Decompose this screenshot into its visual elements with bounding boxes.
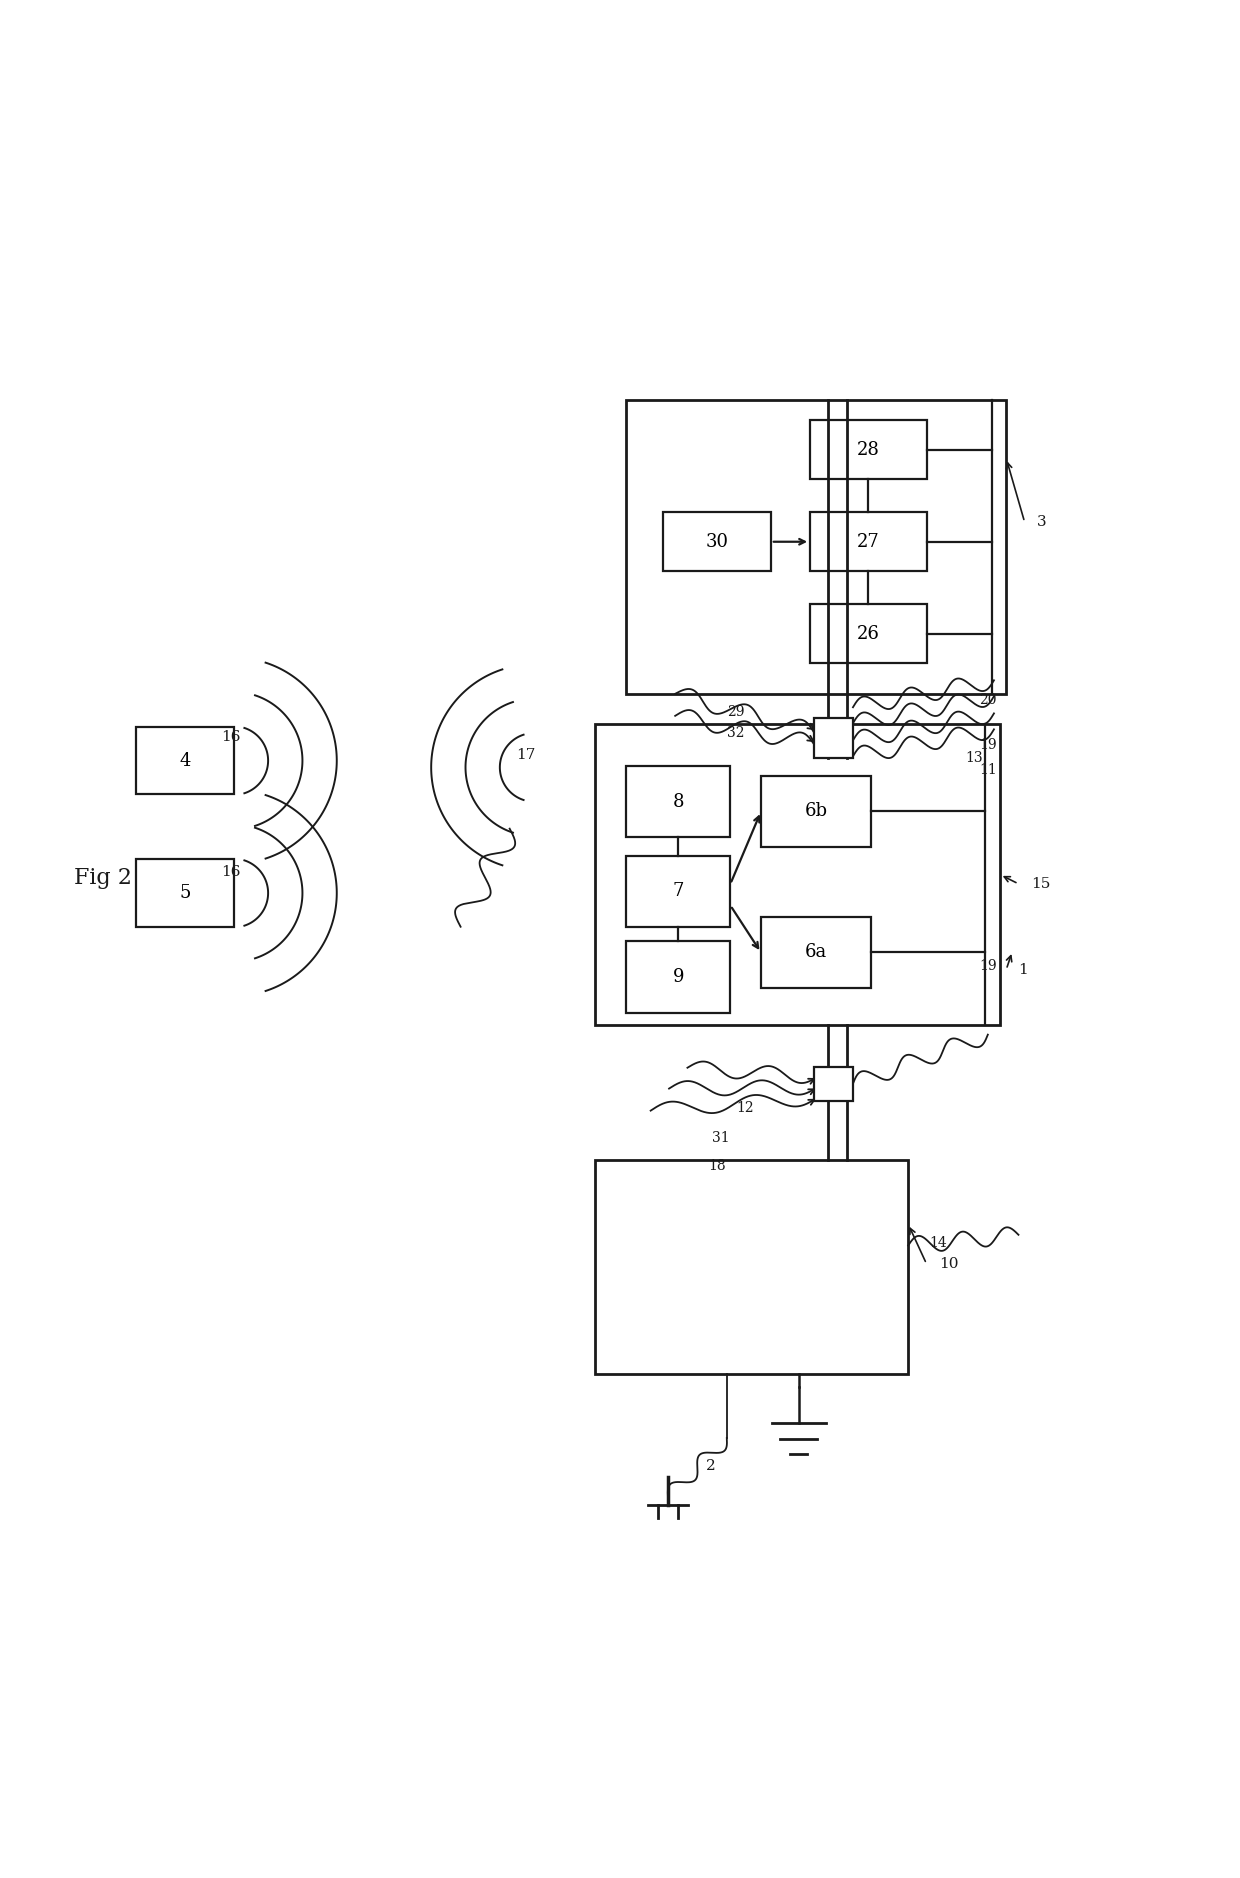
Bar	[761, 776, 872, 847]
Bar	[626, 400, 1006, 693]
Text: 4: 4	[179, 751, 191, 770]
Text: 29: 29	[727, 704, 744, 719]
Bar	[813, 717, 853, 757]
Text: 12: 12	[737, 1101, 754, 1116]
Text: 2: 2	[706, 1459, 715, 1472]
Text: 10: 10	[939, 1256, 959, 1271]
Text: 26: 26	[857, 625, 879, 642]
Text: 19: 19	[980, 960, 997, 973]
Bar	[810, 513, 926, 571]
Text: 13: 13	[966, 751, 983, 764]
Bar	[626, 766, 730, 838]
Text: 17: 17	[516, 747, 536, 762]
Text: 27: 27	[857, 533, 879, 550]
Bar	[813, 1067, 853, 1101]
Bar	[626, 856, 730, 926]
Text: 14: 14	[929, 1236, 946, 1251]
Bar	[626, 941, 730, 1012]
Text: 11: 11	[980, 762, 997, 777]
Text: 19: 19	[980, 738, 997, 753]
Text: 30: 30	[706, 533, 728, 550]
Bar	[663, 513, 771, 571]
Bar	[135, 727, 234, 794]
Text: 8: 8	[672, 793, 684, 811]
Text: 9: 9	[672, 967, 684, 986]
Bar	[761, 916, 872, 988]
Text: 7: 7	[672, 883, 684, 900]
Text: 16: 16	[222, 864, 241, 879]
Bar	[595, 725, 1001, 1025]
Text: Fig 2: Fig 2	[74, 866, 133, 888]
Text: 1: 1	[1018, 963, 1028, 977]
Bar	[595, 1161, 908, 1375]
Text: 18: 18	[708, 1159, 725, 1174]
Text: 6b: 6b	[805, 802, 827, 821]
Bar	[810, 421, 926, 479]
Bar	[810, 605, 926, 663]
Text: 6a: 6a	[805, 943, 827, 962]
Text: 32: 32	[727, 727, 744, 740]
Text: 3: 3	[1037, 515, 1047, 530]
Text: 5: 5	[179, 885, 191, 901]
Text: 28: 28	[857, 441, 879, 458]
Text: 15: 15	[1030, 877, 1050, 890]
Bar	[135, 860, 234, 926]
Text: 20: 20	[980, 693, 997, 706]
Text: 16: 16	[222, 731, 241, 744]
Text: 31: 31	[712, 1131, 729, 1144]
